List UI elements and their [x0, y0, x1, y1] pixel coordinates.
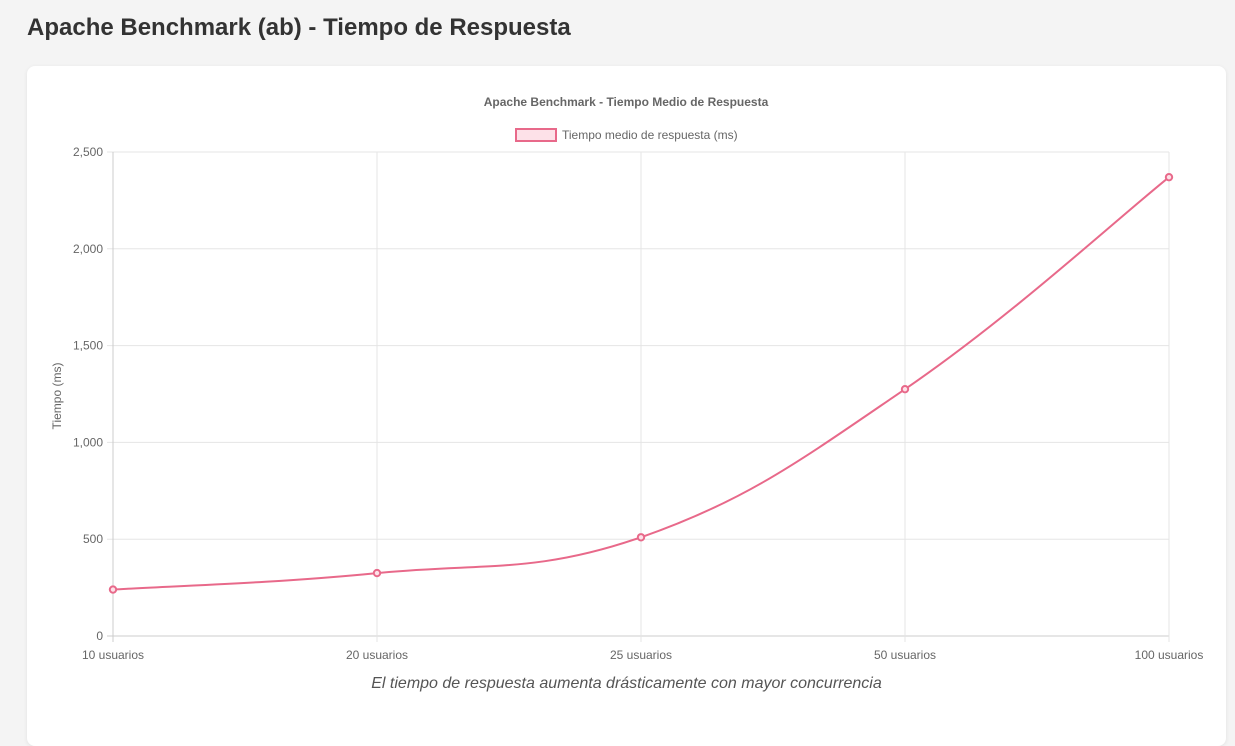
page-title: Apache Benchmark (ab) - Tiempo de Respue… — [27, 14, 571, 41]
data-point[interactable] — [900, 384, 910, 394]
chart-caption: El tiempo de respuesta aumenta drásticam… — [371, 675, 882, 692]
x-tick-label: 50 usuarios — [874, 648, 936, 662]
chart-card: Apache Benchmark - Tiempo Medio de Respu… — [27, 66, 1226, 746]
response-time-chart: Apache Benchmark - Tiempo Medio de Respu… — [50, 95, 1203, 662]
data-point[interactable] — [1164, 172, 1174, 182]
x-tick-label: 10 usuarios — [82, 648, 144, 662]
y-tick-label: 2,000 — [73, 242, 103, 256]
y-axis-label: Tiempo (ms) — [50, 363, 64, 430]
data-point[interactable] — [108, 585, 118, 594]
chart-title: Apache Benchmark - Tiempo Medio de Respu… — [484, 95, 769, 109]
grid-lines — [107, 151, 1170, 642]
data-point[interactable] — [372, 568, 382, 578]
legend-label: Tiempo medio de respuesta (ms) — [562, 128, 738, 142]
y-tick-label: 1,500 — [73, 339, 103, 353]
series-line — [108, 172, 1174, 594]
y-tick-label: 1,000 — [73, 435, 103, 449]
y-tick-label: 500 — [83, 532, 103, 546]
data-point[interactable] — [636, 533, 646, 542]
y-tick-label: 0 — [96, 629, 103, 643]
x-tick-label: 25 usuarios — [610, 648, 672, 662]
series-line-path — [112, 176, 1170, 591]
legend-swatch — [515, 128, 557, 142]
x-tick-label: 100 usuarios — [1135, 648, 1204, 662]
legend[interactable]: Tiempo medio de respuesta (ms) — [515, 128, 738, 142]
y-axis-ticks: 0 500 1,000 1,500 2,000 2,500 — [73, 145, 103, 643]
x-tick-label: 20 usuarios — [346, 648, 408, 662]
y-tick-label: 2,500 — [73, 145, 103, 159]
x-axis-ticks: 10 usuarios 20 usuarios 25 usuarios 50 usua… — [82, 648, 1203, 662]
